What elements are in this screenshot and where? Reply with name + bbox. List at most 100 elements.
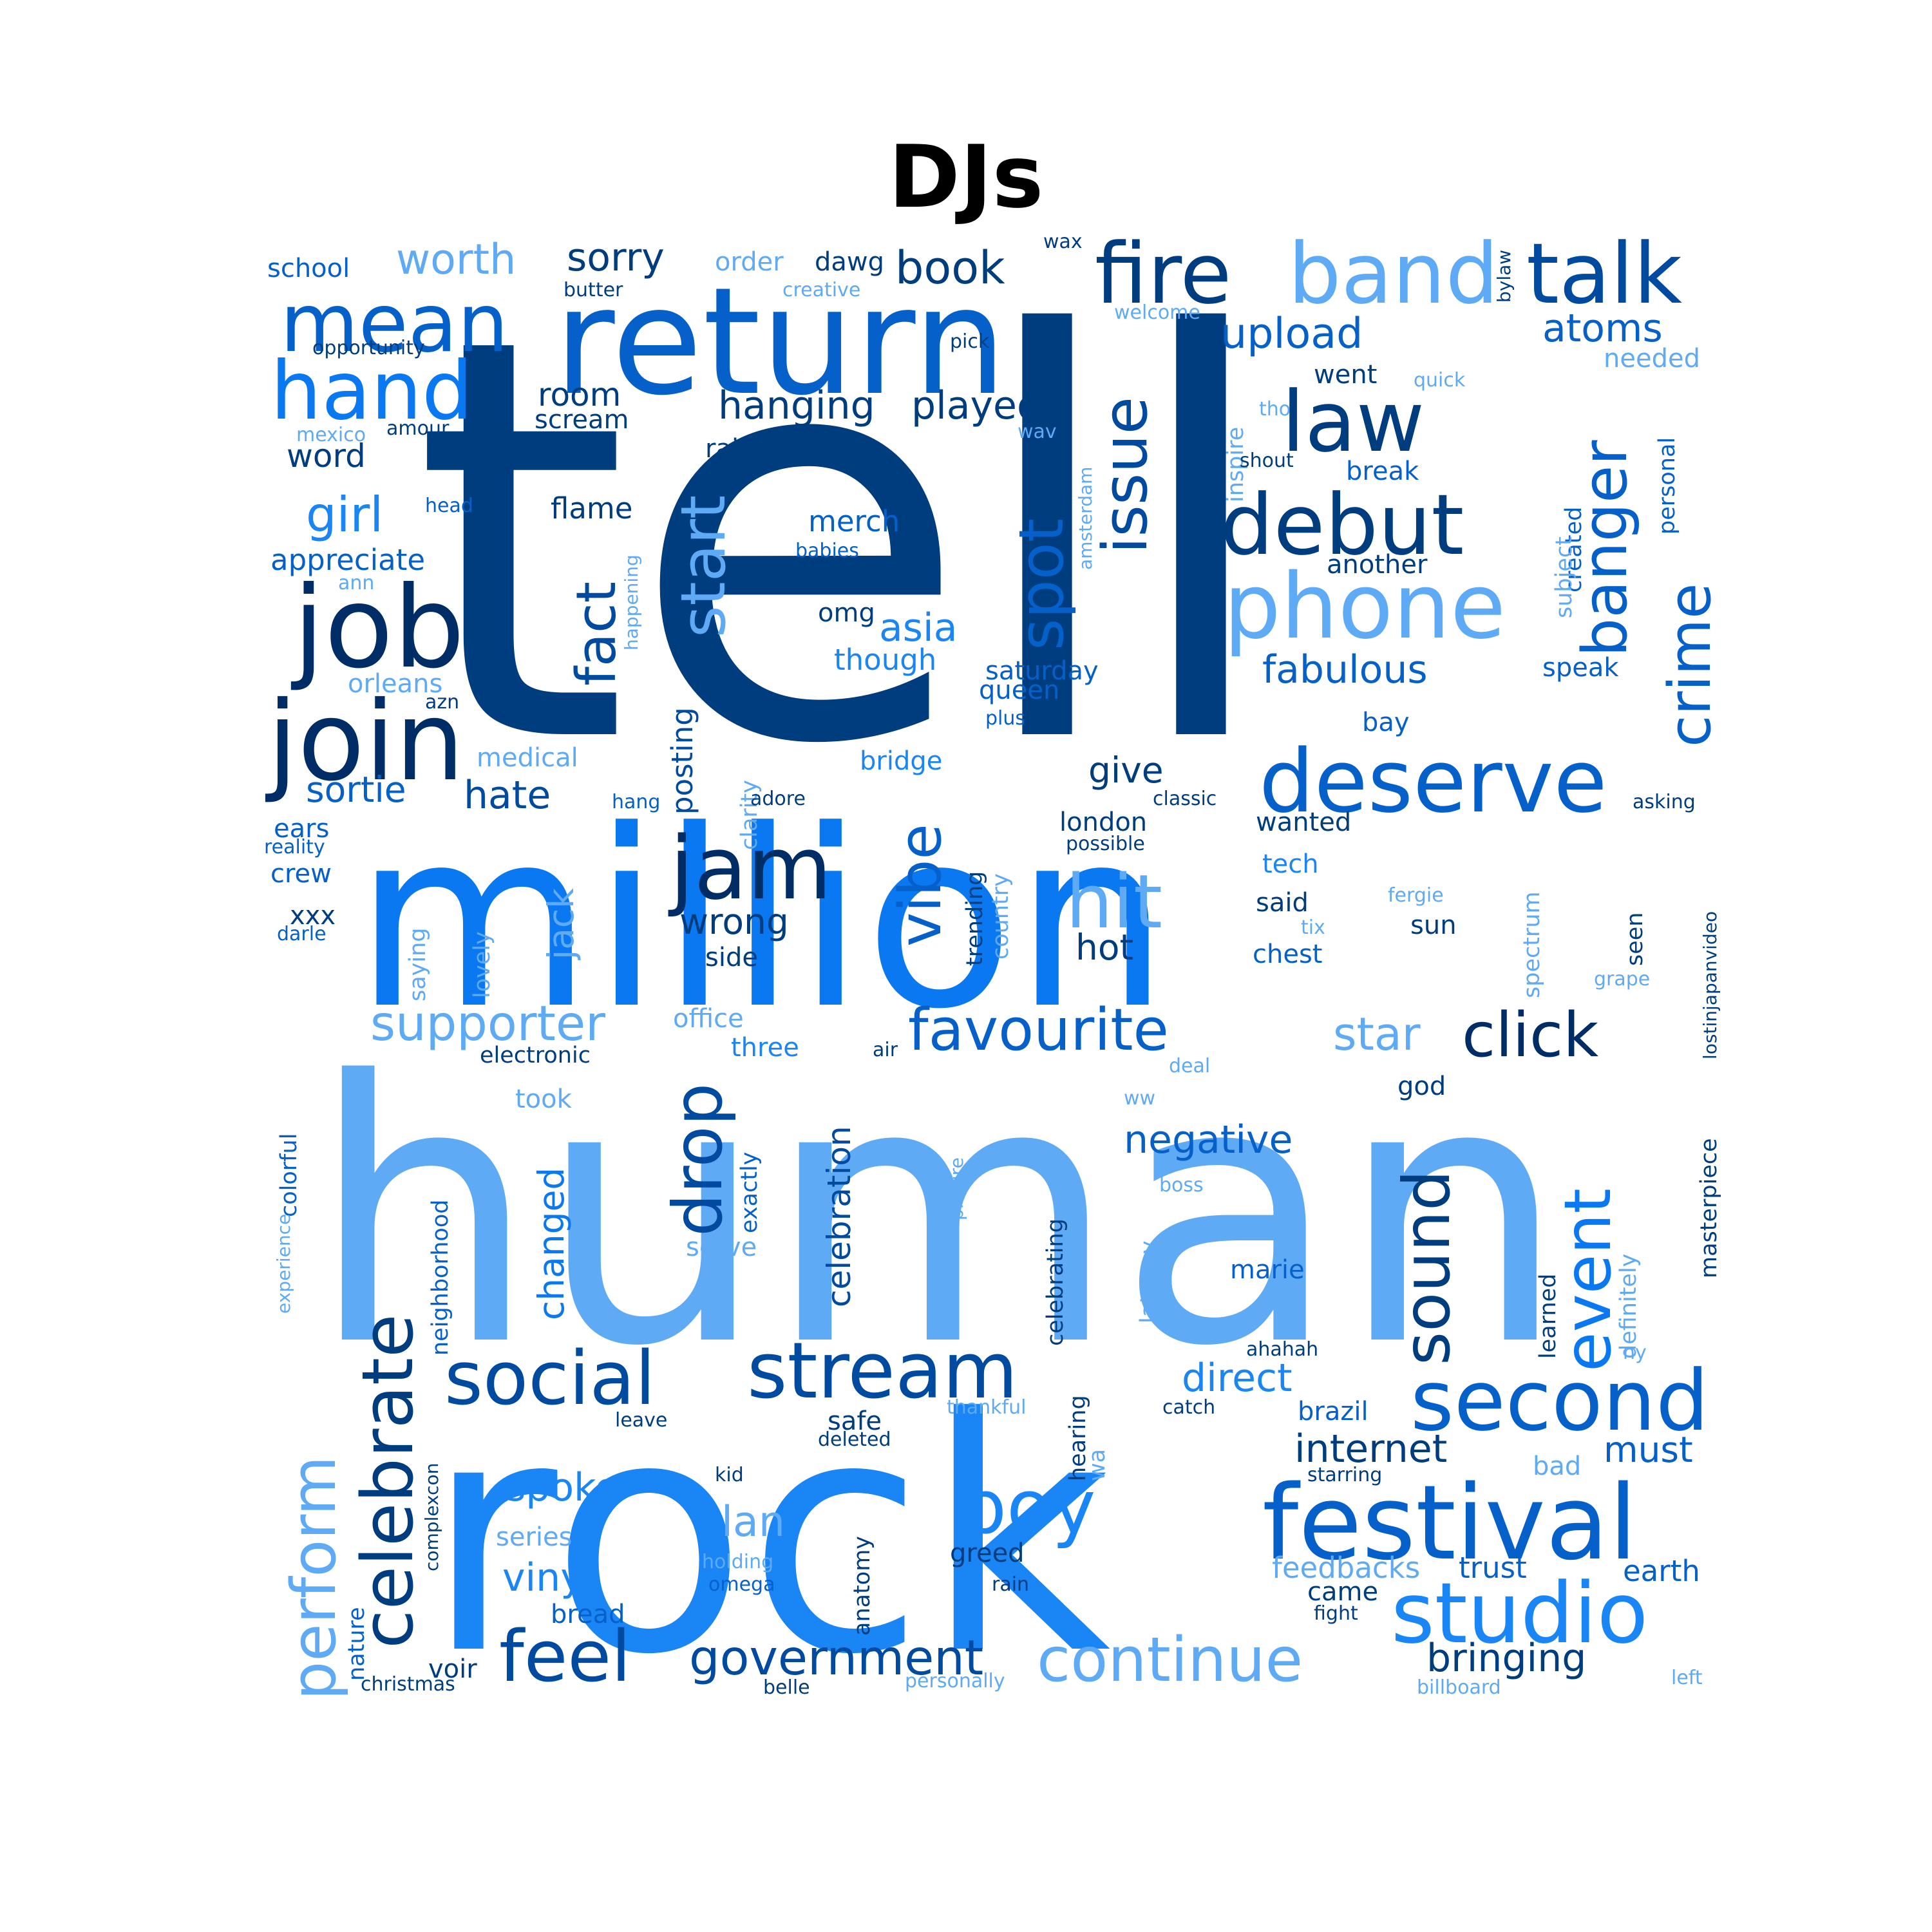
word-start: start — [668, 495, 739, 638]
word-went: went — [1314, 360, 1377, 390]
word-spot: spot — [1007, 518, 1077, 650]
word-exactly: exactly — [737, 1152, 762, 1233]
word-ny: ny — [1623, 1341, 1647, 1364]
word-definitely: definitely — [1616, 1254, 1642, 1359]
word-series: series — [496, 1522, 572, 1552]
word-appreciate: appreciate — [270, 543, 425, 577]
word-tix: tix — [1301, 916, 1325, 939]
word-flame: flame — [551, 491, 632, 526]
word-continue: continue — [1037, 1625, 1303, 1696]
word-merch: merch — [808, 504, 900, 538]
word-another: another — [1327, 550, 1428, 580]
word-tell: tell — [412, 220, 1278, 865]
word-latency: latency — [1136, 1240, 1162, 1323]
word-spectrum: spectrum — [1519, 891, 1545, 998]
word-internet: internet — [1294, 1426, 1447, 1472]
word-bad: bad — [1533, 1452, 1581, 1481]
word-lovely: lovely — [469, 931, 495, 998]
word-million: million — [354, 777, 1170, 1063]
word-hate: hate — [464, 773, 551, 818]
word-happening: happening — [621, 554, 642, 650]
word-inspire: inspire — [1223, 427, 1249, 502]
word-issue: issue — [1090, 397, 1161, 554]
word-trust: trust — [1459, 1551, 1527, 1585]
word-negative: negative — [1124, 1117, 1293, 1162]
word-join: join — [265, 678, 464, 806]
word-ears: ears — [274, 814, 329, 844]
word-job: job — [290, 563, 465, 694]
word-played: played — [911, 383, 1041, 428]
word-supporter: supporter — [370, 995, 605, 1052]
word-posting: posting — [665, 707, 699, 815]
word-classic: classic — [1153, 788, 1217, 810]
word-needed: needed — [1604, 344, 1700, 374]
word-fire: fire — [1095, 225, 1231, 323]
word-holding: holding — [702, 1551, 773, 1573]
word-trending: trending — [962, 871, 988, 966]
word-personal: personal — [1654, 437, 1680, 535]
word-boss: boss — [1159, 1174, 1204, 1197]
word-voir: voir — [428, 1654, 477, 1684]
word-bay: bay — [1362, 708, 1410, 737]
word-darle: darle — [277, 923, 327, 945]
word-social: social — [444, 1336, 656, 1422]
word-atoms: atoms — [1542, 306, 1663, 351]
word-hand: hand — [270, 345, 473, 438]
word-must: must — [1604, 1429, 1693, 1470]
word-ahahah: ahahah — [1246, 1338, 1318, 1361]
word-feel: feel — [499, 1615, 631, 1698]
word-girl: girl — [306, 486, 383, 543]
word-creative: creative — [782, 279, 860, 301]
word-law: law — [1282, 373, 1425, 471]
word-jam: jam — [668, 818, 832, 919]
word-amour: amour — [386, 417, 450, 440]
word-omega: omega — [708, 1573, 775, 1596]
word-rain: rain — [992, 1573, 1029, 1596]
word-omg: omg — [818, 598, 875, 628]
word-celebrating: celebrating — [1043, 1218, 1068, 1346]
word-event: event — [1550, 1188, 1625, 1372]
word-fabulous: fabulous — [1262, 647, 1428, 692]
word-mexico: mexico — [296, 424, 366, 446]
word-wanted: wanted — [1256, 808, 1351, 837]
word-changed: changed — [531, 1168, 572, 1320]
word-reality: reality — [264, 836, 325, 858]
word-sorry: sorry — [567, 235, 665, 280]
word-band: band — [1288, 225, 1499, 323]
word-celebration: celebration — [820, 1126, 858, 1307]
word-celebrate: celebrate — [346, 1314, 429, 1649]
word-marie: marie — [1230, 1255, 1305, 1285]
word-neighborhood: neighborhood — [428, 1200, 453, 1356]
word-ann: ann — [338, 572, 374, 594]
word-anatomy: anatomy — [849, 1536, 875, 1636]
word-bridge: bridge — [860, 746, 942, 776]
word-tech: tech — [1262, 849, 1319, 879]
word-speak: speak — [1542, 653, 1619, 683]
word-medical: medical — [477, 743, 578, 773]
word-nature: nature — [344, 1607, 370, 1681]
word-dawg: dawg — [815, 247, 884, 277]
word-chest: chest — [1253, 940, 1322, 969]
word-experience: experience — [273, 1214, 294, 1314]
word-created: created — [1561, 507, 1587, 592]
word-bringing: bringing — [1426, 1636, 1586, 1681]
word-lostinjapanvideo: lostinjapanvideo — [1700, 911, 1721, 1059]
word-welcome: welcome — [1114, 301, 1200, 324]
word-second: second — [1410, 1352, 1709, 1450]
word-deal: deal — [1169, 1055, 1210, 1077]
word-opportunity: opportunity — [312, 337, 425, 359]
word-possible: possible — [1066, 833, 1145, 855]
word-masterpiece: masterpiece — [1696, 1138, 1722, 1278]
word-word: word — [287, 437, 366, 475]
word-london: london — [1059, 808, 1147, 837]
word-air: air — [873, 1039, 898, 1061]
word-wax: wax — [1043, 231, 1083, 253]
word-starring: starring — [1307, 1464, 1382, 1486]
word-asking: asking — [1633, 791, 1696, 813]
word-crew: crew — [270, 859, 332, 889]
word-debut: debut — [1220, 476, 1464, 574]
word-though: though — [834, 643, 936, 677]
word-catch: catch — [1162, 1396, 1215, 1419]
word-favourite: favourite — [908, 996, 1169, 1064]
word-shout: shout — [1240, 450, 1294, 472]
